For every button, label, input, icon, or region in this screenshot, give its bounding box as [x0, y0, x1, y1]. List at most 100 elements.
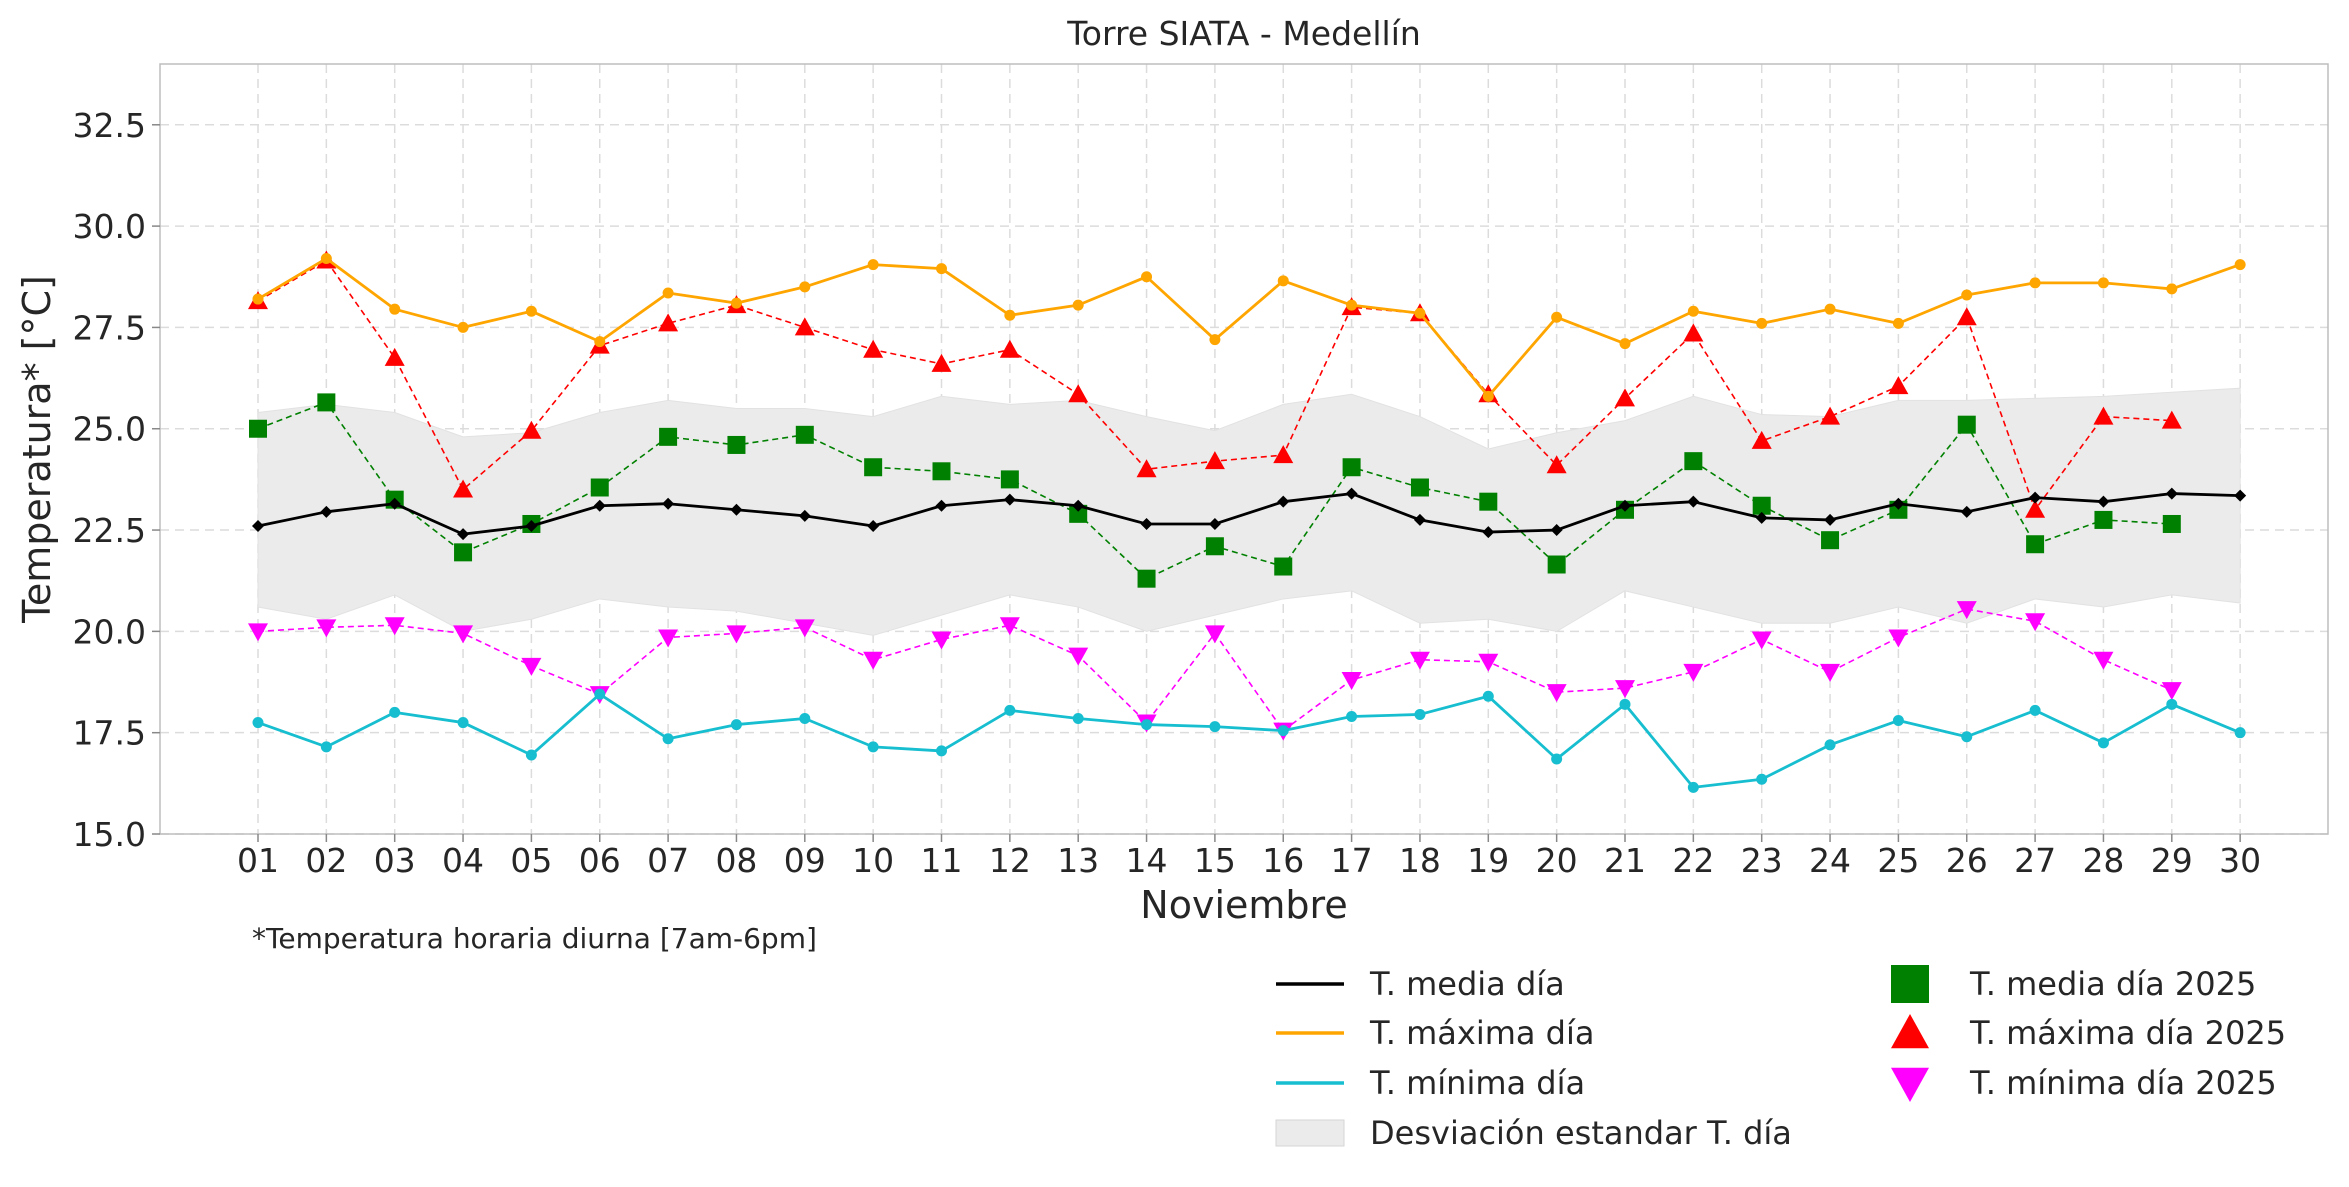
- t-maxima-dia-point: [662, 287, 674, 299]
- t-media-dia-point: [1345, 487, 1358, 500]
- t-maxima-dia-2025-point: [1546, 455, 1567, 474]
- t-minima-dia-point: [1551, 753, 1563, 765]
- t-maxima-dia-point: [525, 305, 537, 317]
- legend: T. media día T. máxima día T. mínima día De…: [1275, 965, 2286, 1152]
- t-maxima-dia-2025-point: [863, 339, 884, 358]
- t-maxima-dia-point: [1072, 299, 1084, 311]
- t-minima-dia-series: [252, 688, 2246, 793]
- x-tick-label: 29: [2151, 841, 2193, 880]
- t-maxima-dia-2025-point: [453, 479, 474, 498]
- x-tick-label: 20: [1536, 841, 1578, 880]
- t-maxima-dia-point: [1619, 338, 1631, 350]
- y-tick-label: 25.0: [73, 410, 146, 449]
- t-maxima-dia-series: [252, 253, 2246, 402]
- legend-t-maxima-dia-2025-label: T. máxima día 2025: [1969, 1014, 2286, 1052]
- t-maxima-dia-point: [389, 303, 401, 315]
- x-tick-label: 08: [715, 841, 757, 880]
- t-media-dia-point: [1550, 524, 1563, 537]
- t-media-dia-line: [257, 492, 2241, 536]
- t-media-dia-2025-point: [1752, 496, 1771, 515]
- t-minima-dia-point: [2166, 698, 2178, 710]
- t-media-dia-point: [935, 499, 948, 512]
- t-media-dia-2025-point: [2026, 535, 2045, 554]
- x-axis-label: Noviembre: [1140, 883, 1347, 927]
- t-minima-dia-point: [1687, 781, 1699, 793]
- t-media-dia-2025-point: [1205, 537, 1224, 556]
- t-maxima-dia-2025-point: [1204, 451, 1225, 470]
- t-minima-dia-2025-point: [1751, 631, 1772, 650]
- x-tick-label: 26: [1946, 841, 1988, 880]
- t-media-dia-2025-point: [1684, 452, 1703, 471]
- t-minima-dia-point: [1277, 725, 1289, 737]
- x-tick-label: 17: [1331, 841, 1373, 880]
- t-minima-dia-2025-point: [521, 657, 542, 676]
- t-media-dia-2025-point: [1274, 557, 1293, 576]
- legend-desviacion-estandar-t-dia-label: Desviación estandar T. día: [1370, 1114, 1792, 1152]
- t-media-dia-point: [252, 520, 264, 532]
- t-minima-dia-2025-point: [1956, 601, 1977, 620]
- t-minima-dia-2025-point: [248, 623, 268, 642]
- t-minima-dia-point: [662, 733, 674, 745]
- t-media-dia-point: [1892, 497, 1905, 510]
- t-maxima-dia-2025-point: [794, 317, 815, 336]
- y-tick-label: 30.0: [73, 207, 146, 246]
- t-minima-dia-2025-point: [658, 629, 679, 648]
- t-media-dia-2025-point: [1137, 569, 1156, 588]
- t-media-dia-point: [1687, 495, 1700, 508]
- x-tick-label: 14: [1126, 841, 1168, 880]
- t-minima-dia-point: [1072, 713, 1084, 724]
- x-tick-label: 02: [305, 841, 347, 880]
- t-media-dia-point: [798, 509, 811, 522]
- t-maxima-dia-point: [799, 281, 811, 293]
- x-tick-label: 04: [442, 841, 484, 880]
- t-maxima-dia-line: [257, 257, 2241, 398]
- t-minima-dia-2025-point: [2161, 682, 2182, 701]
- t-minima-dia-2025-point: [1341, 672, 1362, 690]
- t-media-dia-point: [457, 528, 470, 541]
- t-minima-dia-point: [1414, 708, 1426, 720]
- t-media-dia-point: [1413, 513, 1426, 526]
- t-media-dia-2025-point: [2162, 514, 2181, 533]
- t-maxima-dia-2025-point: [1136, 459, 1157, 478]
- t-media-dia-2025-point: [590, 478, 609, 497]
- t-maxima-dia-point: [936, 263, 947, 275]
- chart-title: Torre SIATA - Medellín: [1066, 14, 1421, 53]
- t-maxima-dia-2025-point: [1683, 323, 1704, 342]
- t-minima-dia-2025-point: [1888, 629, 1909, 648]
- x-tick-label: 13: [1057, 841, 1099, 880]
- t-maxima-dia-point: [730, 297, 742, 309]
- t-maxima-dia-point: [1551, 311, 1563, 323]
- t-minima-dia-point: [2097, 737, 2109, 749]
- t-media-dia-2025-point: [1957, 415, 1976, 434]
- t-maxima-dia-point: [1141, 271, 1153, 283]
- x-tick-label: 30: [2219, 841, 2261, 880]
- y-tick-label: 15.0: [73, 815, 146, 854]
- t-maxima-dia-point: [1482, 390, 1494, 402]
- x-tick-label: 12: [989, 841, 1031, 880]
- t-media-dia-2025-point: [659, 427, 678, 446]
- t-minima-dia-point: [936, 745, 947, 757]
- t-maxima-dia-2025-point: [1068, 384, 1089, 403]
- t-maxima-dia-point: [2097, 277, 2109, 289]
- t-media-dia-2025-point: [1410, 478, 1429, 497]
- t-media-dia-2025-point: [2094, 510, 2113, 529]
- t-media-dia-2025-point: [864, 458, 883, 477]
- t-minima-dia-point: [320, 741, 332, 753]
- y-tick-label: 32.5: [73, 106, 146, 145]
- x-tick-label: 19: [1467, 841, 1509, 880]
- t-minima-dia-point: [2029, 704, 2041, 716]
- t-maxima-dia-point: [1414, 307, 1426, 319]
- t-minima-dia-2025-series: [248, 601, 2182, 741]
- t-media-dia-point: [2234, 489, 2247, 502]
- t-media-dia-point: [2165, 487, 2178, 500]
- legend-t-minima-dia-2025-label: T. mínima día 2025: [1969, 1064, 2277, 1102]
- t-minima-dia-2025-point: [1478, 653, 1499, 672]
- x-tick-label: 01: [237, 841, 279, 880]
- t-maxima-dia-2025-point: [999, 339, 1020, 358]
- t-media-dia-point: [1072, 499, 1085, 512]
- t-media-dia-2025-point: [249, 419, 267, 438]
- t-minima-dia-2025-point: [1683, 663, 1704, 682]
- t-maxima-dia-point: [1209, 334, 1221, 346]
